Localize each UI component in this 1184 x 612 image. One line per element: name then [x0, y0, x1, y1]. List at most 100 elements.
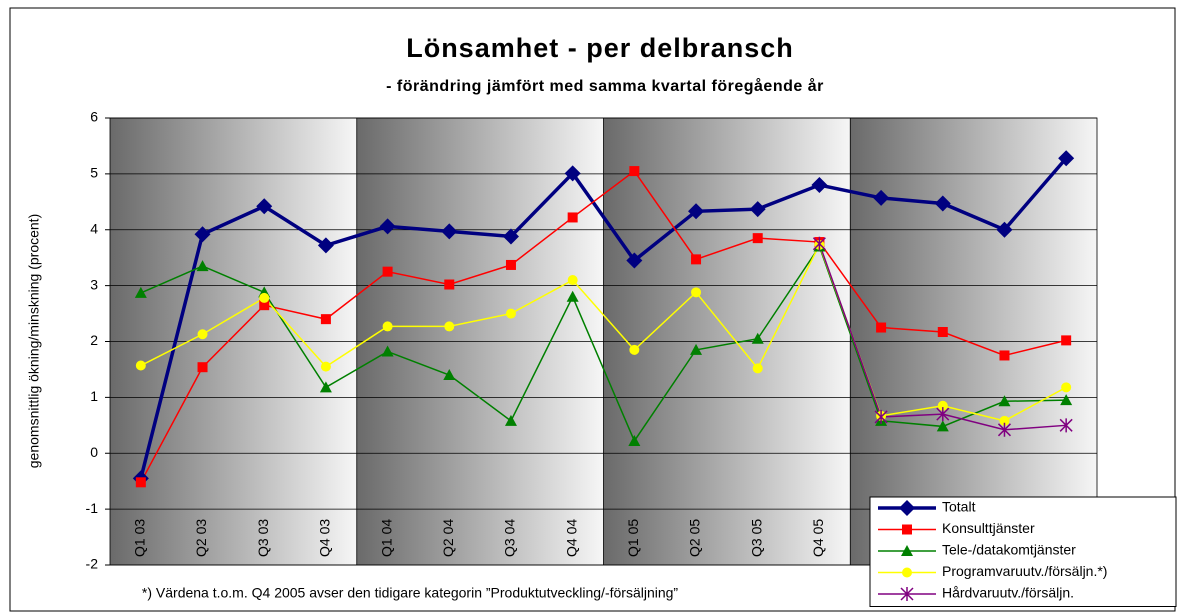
marker	[320, 314, 331, 325]
marker	[998, 395, 1011, 407]
marker	[996, 221, 1013, 238]
marker	[691, 287, 702, 298]
marker	[936, 407, 950, 422]
x-tick-label: Q4 04	[563, 519, 579, 557]
marker	[691, 254, 702, 265]
marker	[934, 195, 951, 212]
chart-subtitle: - förändring jämfört med samma kvartal f…	[386, 77, 824, 95]
marker	[811, 177, 828, 194]
marker	[874, 409, 888, 424]
marker	[751, 332, 764, 344]
legend-marker	[899, 500, 915, 516]
x-tick-label: Q2 04	[440, 519, 456, 557]
legend-label: Tele-/datakomtjänster	[942, 542, 1076, 558]
marker	[1061, 382, 1072, 393]
marker	[194, 226, 211, 243]
marker	[444, 279, 455, 290]
x-tick-label: Q4 03	[317, 519, 333, 557]
legend-marker	[902, 524, 912, 535]
y-tick-label: -2	[86, 556, 99, 572]
marker	[134, 286, 147, 298]
x-tick-label: Q3 04	[502, 519, 518, 557]
marker	[256, 198, 273, 215]
marker	[997, 422, 1012, 437]
marker	[688, 203, 705, 220]
legend-label: Hårdvaruutv./försäljn.	[942, 585, 1074, 601]
marker	[1059, 418, 1073, 433]
marker	[629, 166, 640, 177]
legend-label: Totalt	[942, 499, 976, 515]
x-tick-label: Q1 03	[132, 519, 148, 557]
marker	[937, 327, 948, 338]
x-tick-label: Q4 05	[810, 519, 826, 557]
marker	[441, 223, 458, 240]
marker	[876, 322, 887, 333]
marker	[382, 266, 393, 277]
series-line	[140, 242, 1067, 422]
marker	[444, 321, 455, 332]
series-line	[140, 170, 1067, 483]
y-tick-label: -1	[86, 500, 99, 516]
marker	[564, 165, 581, 182]
marker	[502, 228, 519, 245]
y-tick-label: 0	[90, 444, 98, 460]
y-tick-label: 3	[90, 276, 98, 292]
marker	[320, 361, 331, 372]
marker	[319, 381, 332, 393]
annotation: *) Värdena t.o.m. Q4 2005 avser den tidi…	[142, 585, 679, 601]
marker	[135, 477, 146, 488]
y-tick-label: 5	[90, 165, 98, 181]
y-tick-label: 2	[90, 332, 98, 348]
marker	[628, 434, 641, 446]
marker	[196, 260, 209, 272]
marker	[1060, 394, 1073, 406]
marker	[752, 363, 763, 374]
x-tick-label: Q3 03	[255, 519, 271, 557]
marker	[504, 414, 517, 426]
marker	[317, 237, 334, 254]
marker	[382, 321, 393, 332]
marker	[135, 360, 146, 371]
marker	[505, 259, 516, 270]
legend-marker	[902, 567, 912, 578]
marker	[567, 275, 578, 286]
marker	[936, 420, 949, 432]
x-tick-label: Q2 05	[687, 519, 703, 557]
y-tick-label: 4	[90, 220, 98, 236]
legend-label: Programvaruutv./försäljn.*)	[942, 563, 1107, 579]
x-tick-label: Q2 03	[193, 519, 209, 557]
y-tick-label: 6	[90, 109, 98, 125]
marker	[505, 308, 516, 319]
plot-frame	[109, 117, 1098, 566]
marker	[259, 292, 270, 303]
marker	[566, 290, 579, 302]
x-tick-label: Q3 05	[748, 519, 764, 557]
chart-title: Lönsamhet - per delbransch	[406, 33, 794, 63]
marker	[259, 300, 270, 311]
marker	[379, 218, 396, 235]
marker	[629, 344, 640, 355]
marker	[197, 329, 208, 340]
legend-label: Konsulttjänster	[942, 520, 1035, 536]
x-tick-label: Q1 05	[625, 519, 641, 557]
marker	[197, 362, 208, 373]
series-line	[139, 157, 1068, 479]
marker	[567, 212, 578, 223]
marker	[690, 343, 703, 355]
marker	[873, 189, 890, 206]
marker	[626, 252, 643, 269]
marker	[752, 233, 763, 244]
marker	[999, 415, 1010, 426]
y-axis-label: genomsnittlig ökning/minskning (procent)	[26, 214, 42, 468]
marker	[999, 350, 1010, 361]
marker	[749, 201, 766, 218]
marker	[1058, 150, 1075, 167]
marker	[937, 400, 948, 411]
series-line	[140, 244, 1067, 443]
legend-marker	[900, 587, 914, 601]
marker	[443, 369, 456, 381]
marker	[812, 236, 826, 251]
marker	[381, 345, 394, 357]
legend-marker	[901, 545, 913, 556]
